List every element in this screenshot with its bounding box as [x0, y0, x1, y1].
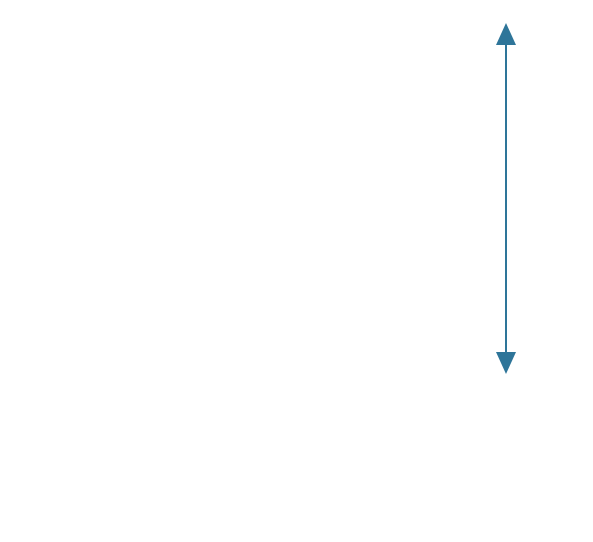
arrowhead-down-icon: [496, 352, 516, 374]
diagram-canvas: [0, 0, 593, 542]
arrowhead-up-icon: [496, 23, 516, 45]
vertical-double-arrow: [496, 23, 516, 374]
